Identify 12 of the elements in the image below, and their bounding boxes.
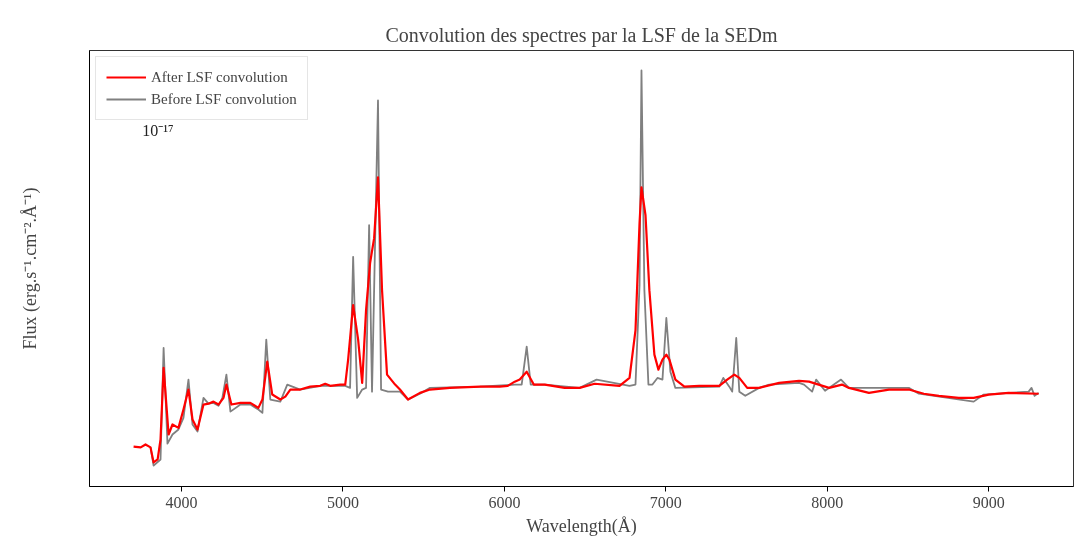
x-tick-label: 8000 xyxy=(811,493,844,511)
x-tick-label: 6000 xyxy=(488,493,521,511)
x-tick-label: 7000 xyxy=(649,493,682,511)
legend-label: After LSF convolution xyxy=(151,68,288,86)
y-axis-title: Flux (erg.s⁻¹.cm⁻².Å⁻¹) xyxy=(19,187,41,350)
x-axis-title: Wavelength(Å) xyxy=(526,515,637,537)
annotation: 10⁻¹⁷ xyxy=(142,122,174,139)
x-tick-label: 9000 xyxy=(972,493,1005,511)
legend-label: Before LSF convolution xyxy=(151,90,297,108)
chart-title: Convolution des spectres par la LSF de la SEDm xyxy=(385,23,779,47)
x-tick-label: 4000 xyxy=(165,493,198,511)
x-tick-label: 5000 xyxy=(326,493,359,511)
